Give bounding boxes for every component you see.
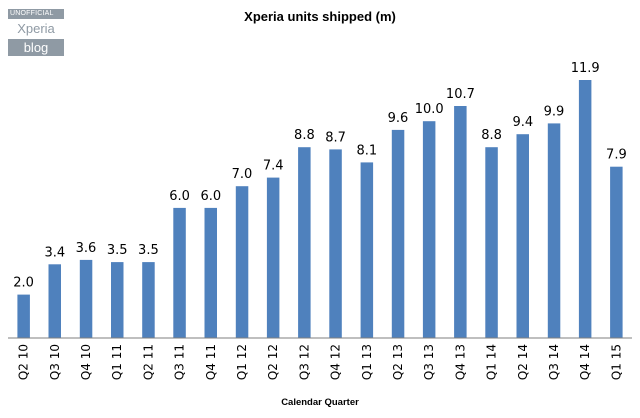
bar-value-label: 10.7 [446,87,475,102]
x-tick-label: Q2 11 [141,344,155,380]
x-tick-label: Q3 10 [48,344,62,380]
bar-value-label: 8.7 [325,130,346,145]
bar [79,259,93,338]
x-tick-label: Q4 13 [453,344,467,380]
bar [111,262,124,338]
bar [329,149,342,338]
bar-value-label: 9.9 [544,104,565,119]
bar [48,264,61,338]
x-tick-label: Q1 13 [360,344,374,380]
bars-group [17,80,623,339]
x-tick-labels-group: Q2 10 Q3 10 Q4 10 Q1 11 Q2 11 Q3 11 Q4 11 Q1 12… [17,344,624,380]
x-tick-label: Q1 15 [609,344,623,380]
bar-value-label: 8.8 [294,128,315,143]
chart-title: Xperia units shipped (m) [244,9,396,24]
bar-value-label: 8.1 [356,143,377,158]
bar [360,162,374,338]
bar-value-label: 2.0 [13,276,34,291]
bar [142,262,155,338]
watermark-middle-text: Xperia [17,21,55,36]
bar-value-label: 9.4 [512,115,533,130]
x-tick-label: Q4 14 [578,344,592,380]
bar-value-label: 10.0 [415,102,444,117]
x-tick-label: Q2 12 [266,344,280,380]
bar [610,166,623,338]
bar-value-label: 11.9 [571,61,600,76]
bar [485,147,498,338]
x-tick-label: Q2 10 [17,344,31,380]
x-tick-label: Q2 14 [516,344,530,380]
bar [391,129,405,338]
bar-value-label: 8.8 [481,128,502,143]
bar [235,186,249,338]
bar-value-label: 3.4 [44,245,65,260]
x-tick-label: Q1 12 [235,344,249,380]
watermark-logo: UNOFFICIAL Xperia blog [8,9,64,56]
bar-value-label: 7.4 [263,159,284,174]
x-axis-title: Calendar Quarter [281,397,359,408]
x-tick-label: Q1 11 [110,344,124,380]
bar-value-label: 9.6 [388,111,409,126]
bar [17,294,30,338]
x-tick-label: Q3 11 [173,344,187,380]
x-tick-label: Q4 12 [329,344,343,380]
bar [266,177,280,338]
x-tick-label: Q4 11 [204,344,218,380]
bar-value-label: 3.5 [138,243,159,258]
bar [578,80,592,338]
bar [454,106,467,338]
bar [173,207,186,338]
bar [298,147,311,338]
x-tick-label: Q3 12 [297,344,311,380]
bar-value-label: 6.0 [169,189,190,204]
bar-value-label: 7.0 [232,167,253,182]
bar-value-label: 3.5 [107,243,128,258]
x-tick-label: Q2 13 [391,344,405,380]
bar-value-label: 3.6 [76,241,97,256]
watermark-bottom-text: blog [8,39,64,56]
bar [547,123,561,339]
value-labels-group: 2.0 3.4 3.6 3.5 3.5 6.0 6.0 7.0 7.4 8.8 8.7 8.1 9.6 1… [13,61,626,291]
x-tick-label: Q3 13 [422,344,436,380]
bar [422,121,436,338]
bar [516,134,529,338]
x-tick-label: Q4 10 [79,344,93,380]
bar-value-label: 6.0 [200,189,221,204]
bar [204,207,217,338]
x-tick-label: Q3 14 [547,344,561,380]
x-tick-label: Q1 14 [485,344,499,380]
bar-value-label: 7.9 [606,148,627,163]
watermark-top-text: UNOFFICIAL [8,9,64,19]
